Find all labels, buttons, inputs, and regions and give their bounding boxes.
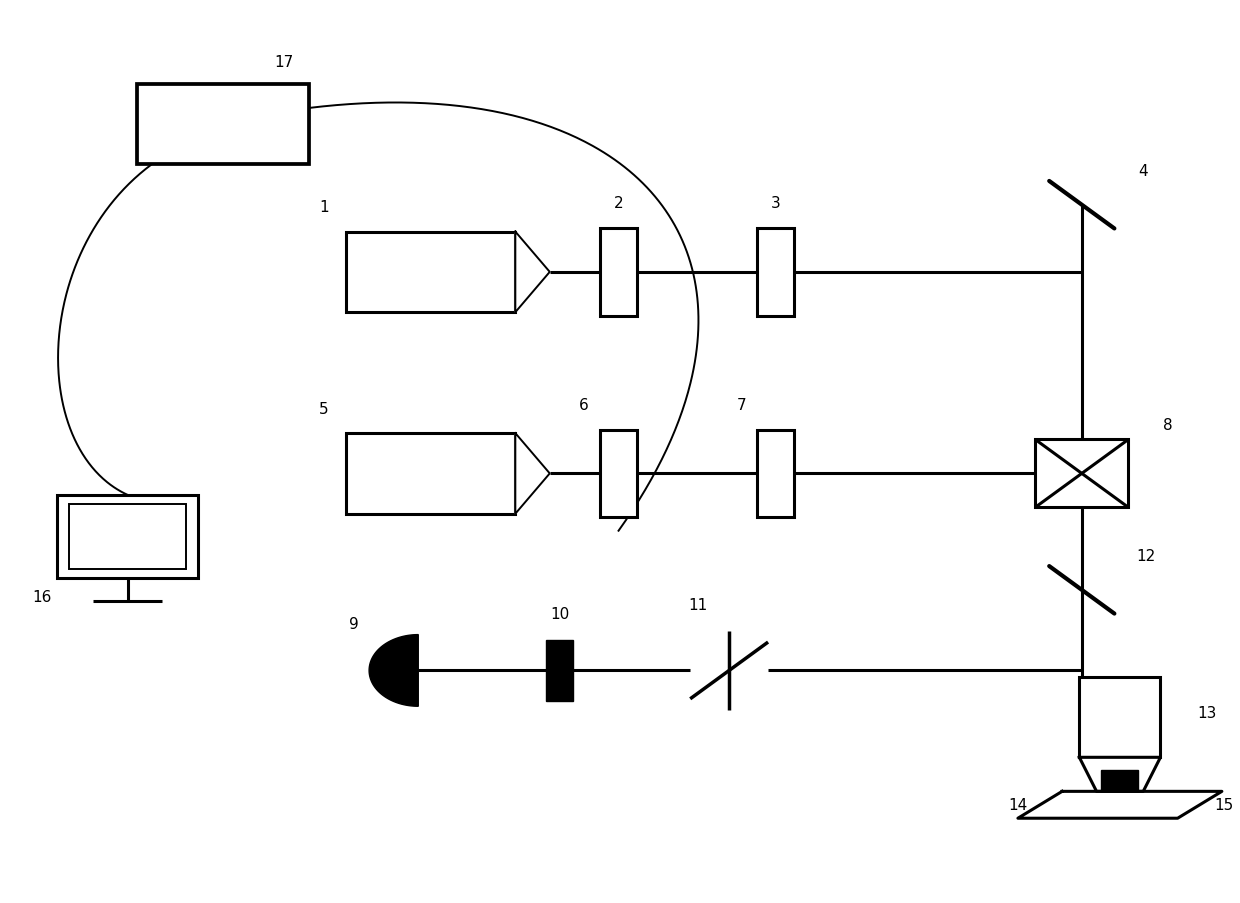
- Text: 5: 5: [319, 401, 329, 416]
- Text: 13: 13: [1198, 706, 1216, 721]
- Text: 8: 8: [1163, 417, 1173, 433]
- Polygon shape: [1101, 770, 1138, 791]
- Polygon shape: [516, 232, 549, 312]
- Text: 2: 2: [614, 196, 624, 211]
- Text: 14: 14: [1008, 797, 1028, 813]
- Text: 9: 9: [350, 617, 360, 632]
- Polygon shape: [546, 640, 573, 701]
- Bar: [758, 430, 795, 517]
- Bar: [346, 232, 516, 312]
- Bar: [346, 433, 516, 514]
- Text: 17: 17: [275, 55, 294, 70]
- Text: 12: 12: [1136, 549, 1156, 563]
- Text: 10: 10: [551, 606, 569, 621]
- Polygon shape: [1079, 758, 1161, 791]
- Bar: [1035, 440, 1128, 507]
- Polygon shape: [1018, 791, 1221, 818]
- Text: 16: 16: [32, 589, 52, 604]
- Text: 6: 6: [579, 397, 589, 413]
- Polygon shape: [516, 433, 549, 514]
- Text: 3: 3: [771, 196, 781, 211]
- Text: 15: 15: [1215, 797, 1234, 813]
- Bar: [1079, 677, 1161, 758]
- Text: 1: 1: [319, 200, 329, 215]
- Text: 4: 4: [1138, 164, 1148, 179]
- Bar: [69, 504, 186, 570]
- Bar: [600, 430, 637, 517]
- Polygon shape: [370, 635, 418, 706]
- Text: 7: 7: [737, 397, 746, 413]
- Bar: [136, 85, 309, 165]
- Bar: [57, 496, 198, 579]
- Bar: [600, 228, 637, 316]
- Text: 11: 11: [688, 597, 708, 612]
- Bar: [758, 228, 795, 316]
